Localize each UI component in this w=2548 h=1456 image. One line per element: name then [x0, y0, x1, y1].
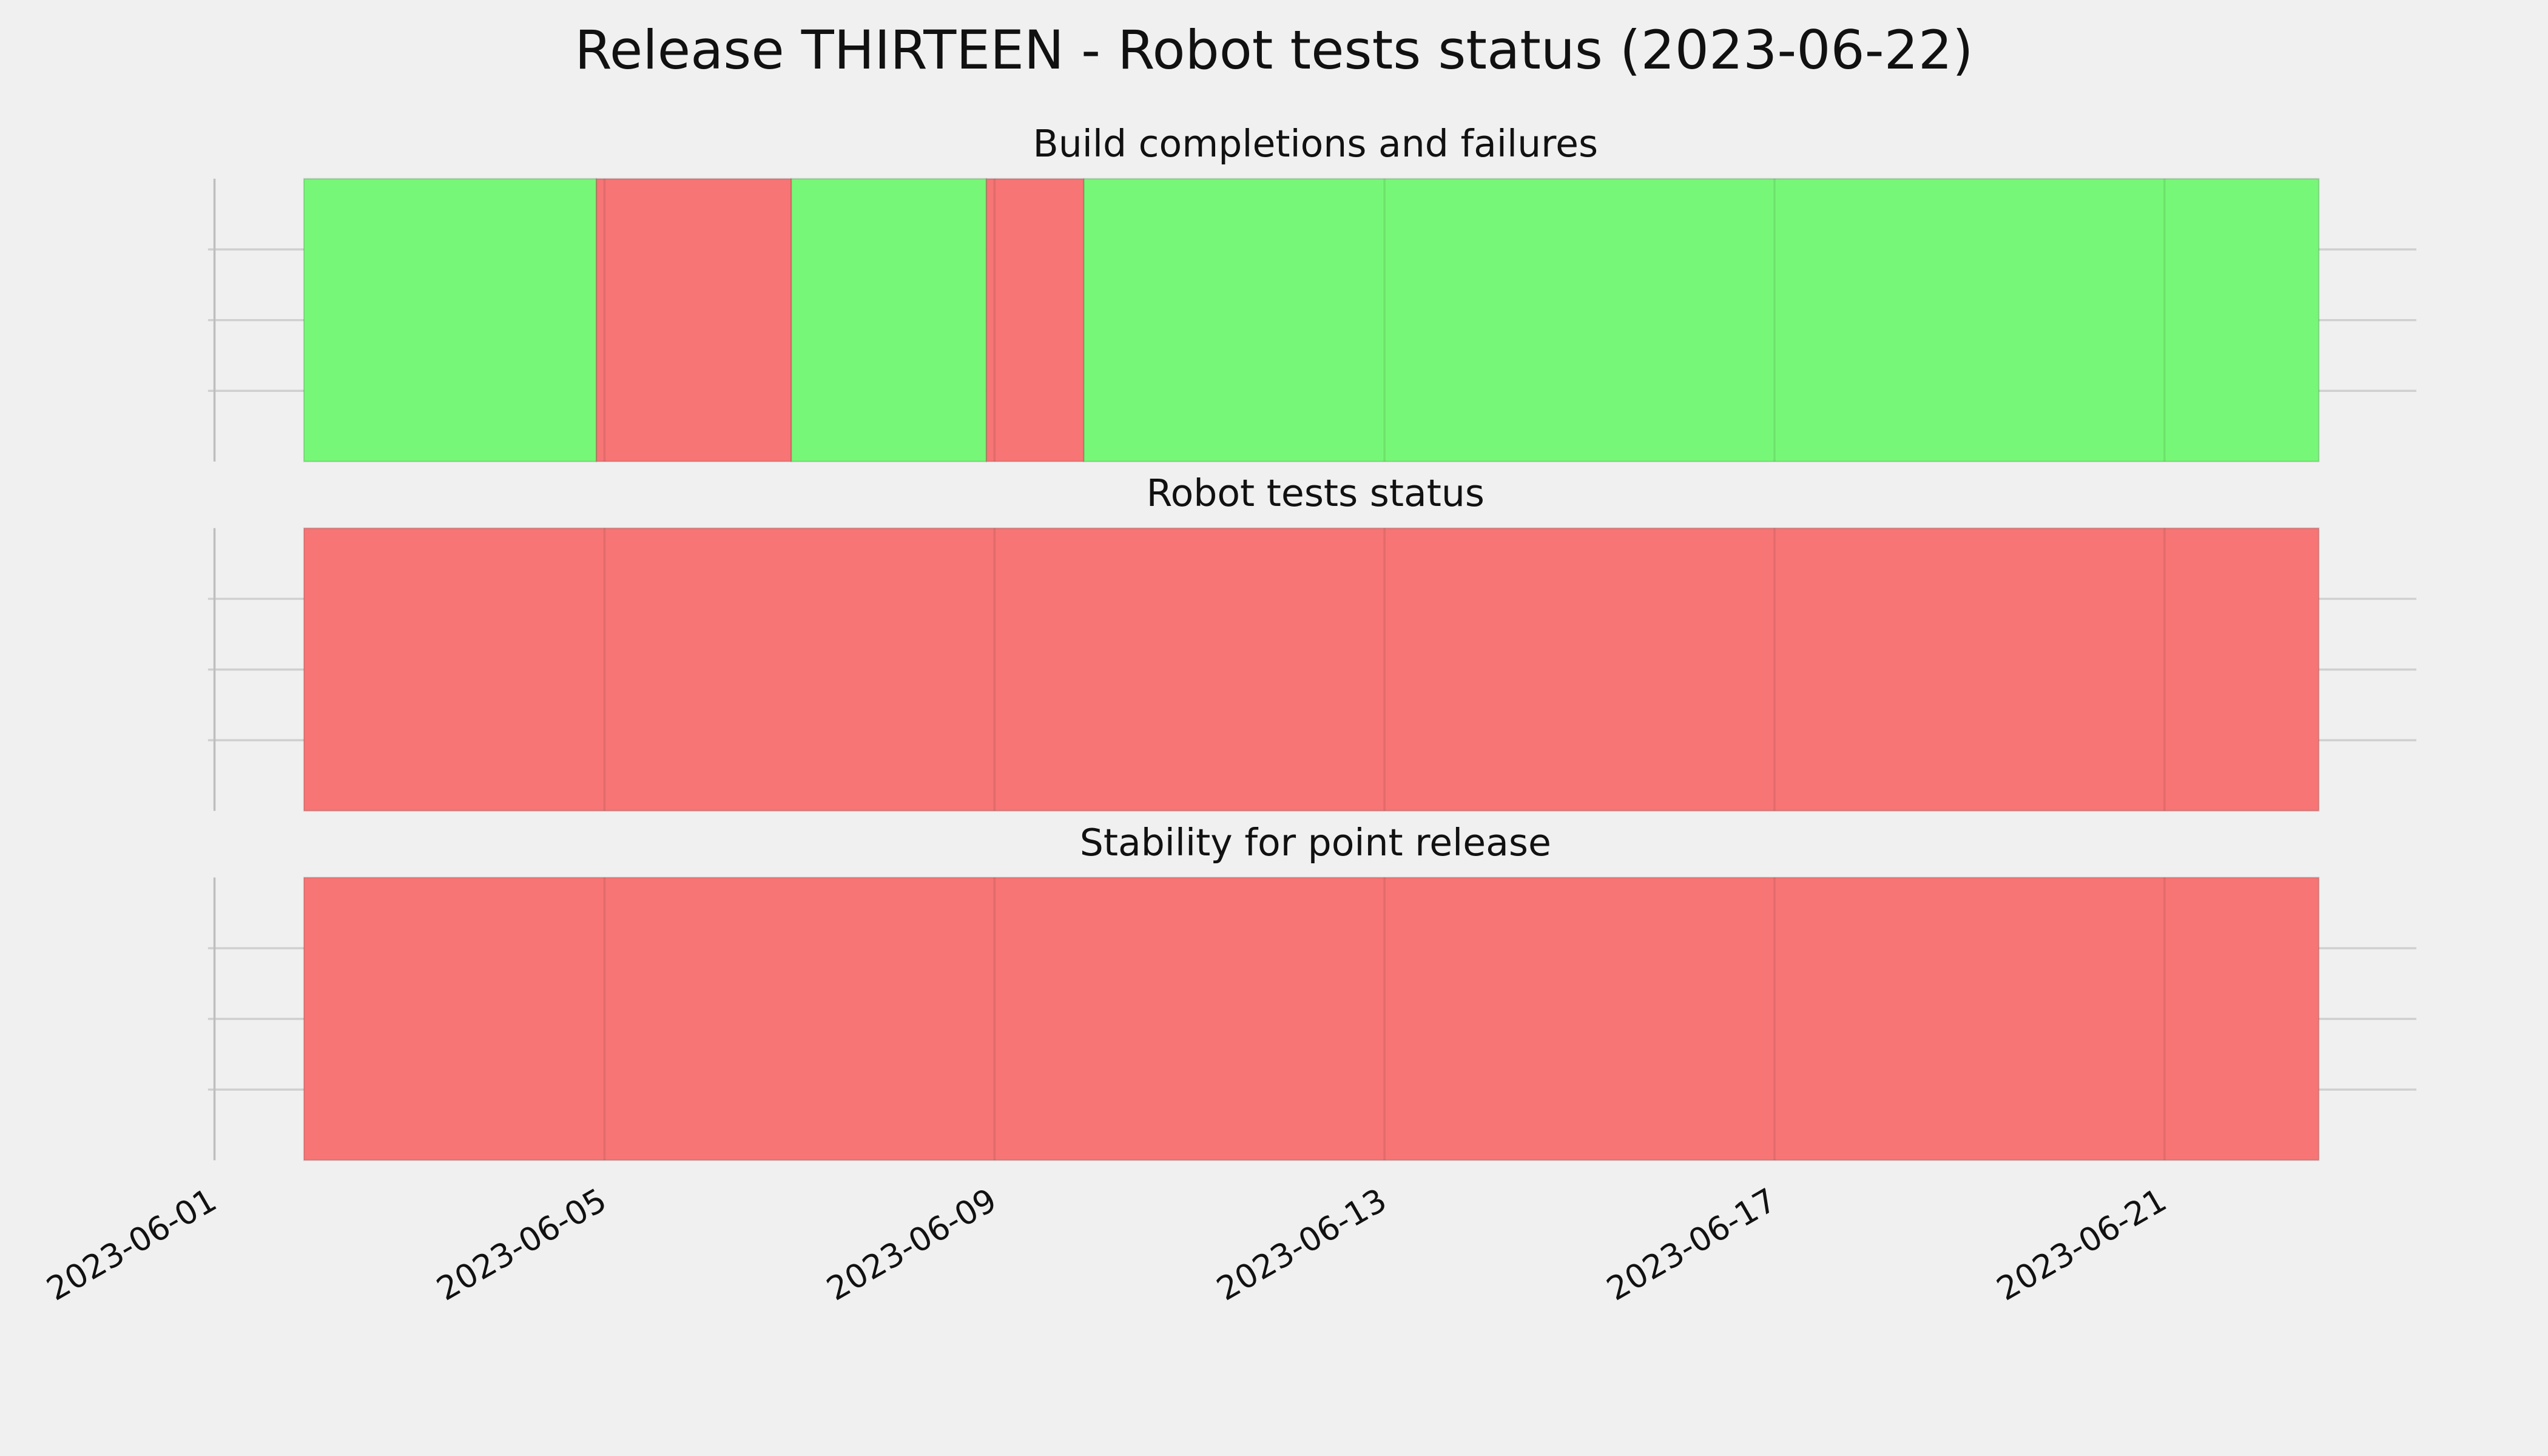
status-segment	[595, 178, 792, 462]
status-segment	[303, 527, 2320, 812]
panel-title: Robot tests status	[1147, 471, 1485, 515]
panel-title: Build completions and failures	[1033, 122, 1598, 166]
status-segment	[303, 178, 598, 462]
status-segment	[303, 877, 2320, 1161]
status-segment	[985, 178, 1085, 462]
status-segment	[1083, 178, 2320, 462]
chart-title: Release THIRTEEN - Robot tests status (2…	[575, 19, 1973, 81]
status-segment	[790, 178, 987, 462]
panel-title: Stability for point release	[1080, 821, 1551, 864]
